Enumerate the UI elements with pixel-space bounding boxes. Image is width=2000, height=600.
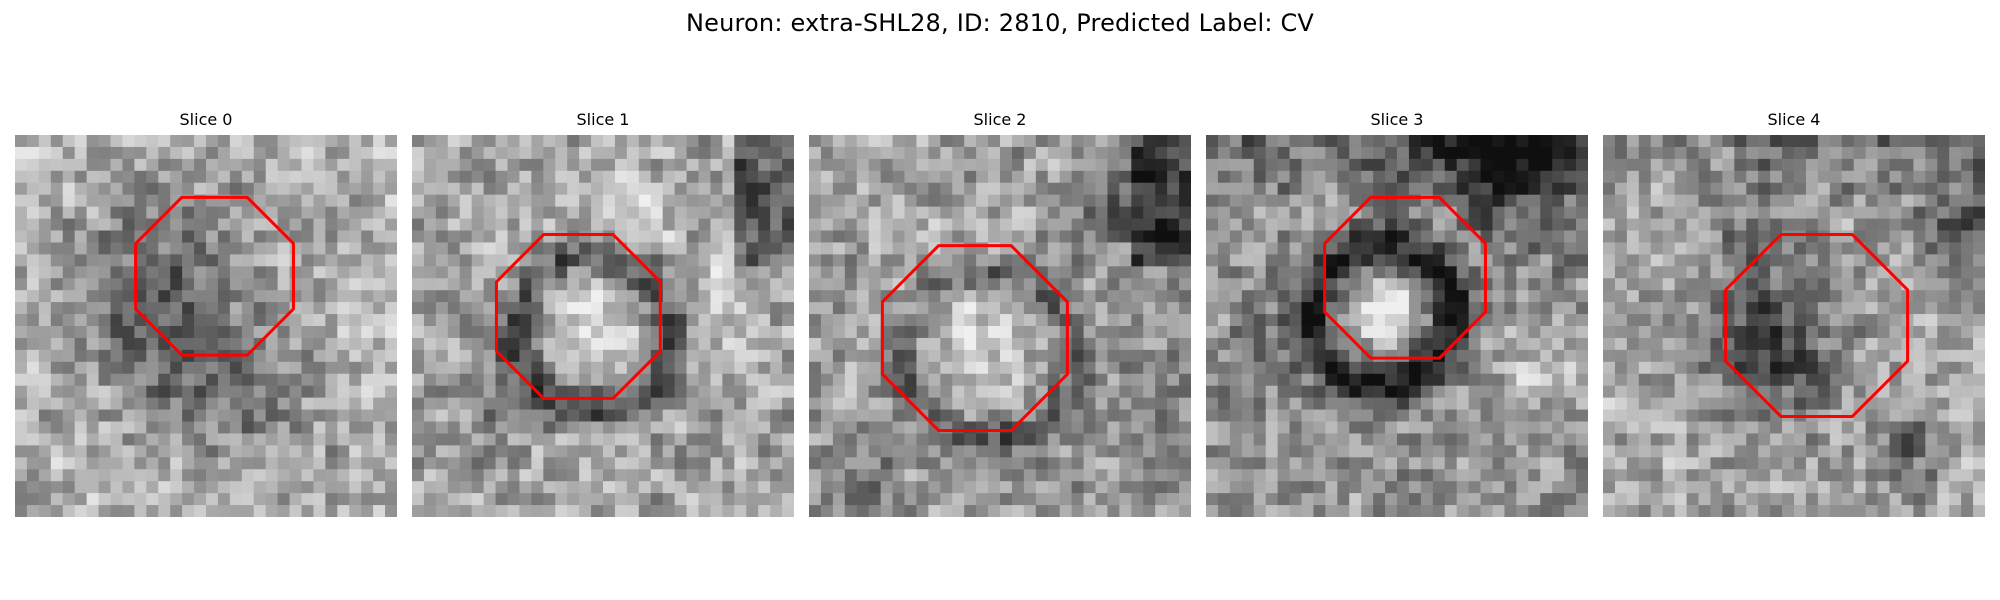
slice-image-1 bbox=[412, 135, 794, 517]
neuron-marker-octagon-2 bbox=[880, 244, 1069, 433]
slice-panel-0: Slice 0 bbox=[15, 108, 397, 517]
slice-pixels-4 bbox=[1603, 135, 1985, 517]
slice-title-0: Slice 0 bbox=[179, 110, 233, 129]
slice-title-4: Slice 4 bbox=[1767, 110, 1821, 129]
slice-title-2: Slice 2 bbox=[973, 110, 1027, 129]
neuron-marker-octagon-1 bbox=[494, 233, 662, 400]
slice-image-0 bbox=[15, 135, 397, 517]
slice-image-4 bbox=[1603, 135, 1985, 517]
neuron-marker-octagon-0 bbox=[134, 195, 295, 357]
slice-panel-1: Slice 1 bbox=[412, 108, 794, 517]
slice-title-3: Slice 3 bbox=[1370, 110, 1424, 129]
figure-title: Neuron: extra-SHL28, ID: 2810, Predicted… bbox=[685, 9, 1315, 37]
slice-panel-2: Slice 2 bbox=[809, 108, 1191, 517]
slice-panel-4: Slice 4 bbox=[1603, 108, 1985, 517]
slice-image-3 bbox=[1206, 135, 1588, 517]
slice-pixels-2 bbox=[809, 135, 1191, 517]
slice-panel-3: Slice 3 bbox=[1206, 108, 1588, 517]
slice-image-2 bbox=[809, 135, 1191, 517]
neuron-marker-octagon-4 bbox=[1724, 233, 1910, 418]
slice-pixels-1 bbox=[412, 135, 794, 517]
neuron-marker-octagon-3 bbox=[1323, 195, 1487, 360]
slice-pixels-0 bbox=[15, 135, 397, 517]
slice-title-1: Slice 1 bbox=[576, 110, 630, 129]
slice-pixels-3 bbox=[1206, 135, 1588, 517]
